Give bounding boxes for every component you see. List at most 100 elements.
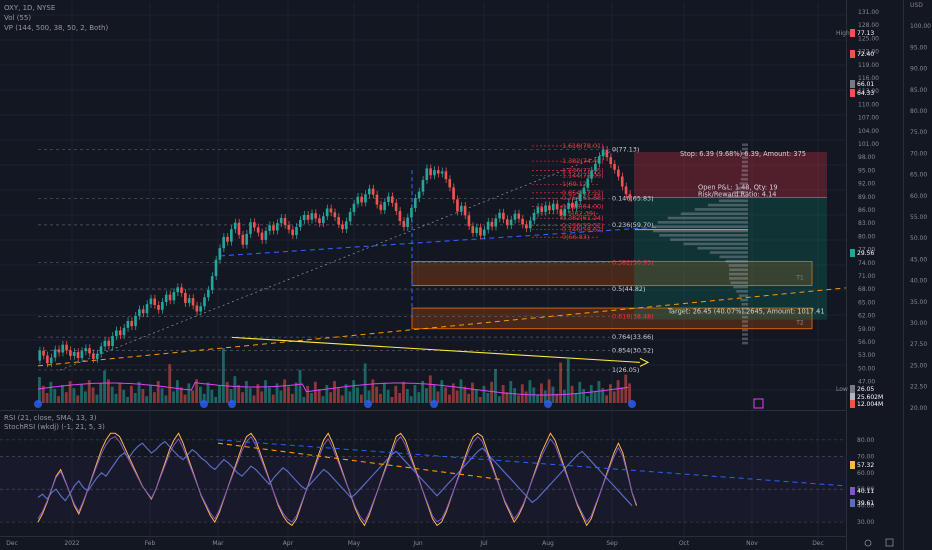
pct-axis-label: 122.00 — [858, 49, 879, 56]
pct-axis-label: 89.00 — [858, 194, 875, 201]
volume-bar — [421, 381, 425, 403]
candle-body — [563, 208, 567, 216]
candle-body — [452, 187, 455, 200]
candle-body — [597, 156, 601, 164]
volume-bar — [363, 363, 367, 403]
volume-bar — [605, 395, 609, 403]
volume-profile-bar — [741, 315, 748, 319]
candle-body — [594, 163, 597, 171]
volume-bar — [440, 380, 444, 403]
candle-body — [306, 214, 310, 220]
volume-bar — [367, 390, 371, 403]
settings-icon — [864, 539, 872, 547]
price-axes[interactable]: 131.00 128.00 125.00 122.00 119.00 116.00 113.… — [846, 0, 932, 550]
candle-body — [145, 304, 149, 314]
volume-bar — [570, 385, 574, 403]
candle-body — [398, 211, 402, 221]
volume-bar — [474, 389, 478, 403]
volume-bar — [520, 384, 524, 403]
volume-bar — [160, 388, 164, 403]
volume-bar — [612, 391, 616, 403]
candles[interactable] — [38, 145, 632, 368]
volume-profile-bar — [725, 259, 748, 263]
blue-trendline — [219, 226, 661, 257]
candle-body — [241, 234, 245, 245]
event-markers[interactable] — [34, 398, 764, 409]
volume-bar — [448, 394, 451, 403]
volume-bar — [191, 390, 195, 403]
axis-tag-flag — [850, 249, 855, 257]
fib-label: 0.764(65.88) — [562, 194, 604, 202]
trendlines[interactable] — [37, 149, 932, 371]
candle-body — [176, 287, 179, 293]
candle-body — [57, 349, 61, 353]
pct-axis-label: 92.00 — [858, 181, 875, 188]
rsi-pane — [0, 432, 847, 527]
fib-label: 0.618(38.48) — [612, 312, 654, 320]
dividend-marker — [34, 400, 42, 408]
volume-bar — [244, 381, 248, 403]
volume-bar — [524, 391, 528, 403]
target-zones[interactable]: T1 T2 — [411, 261, 813, 330]
candle-body — [49, 357, 53, 364]
volume-legend[interactable]: Vol (55) — [4, 14, 32, 22]
rsi-legend[interactable]: RSI (21, close, SMA, 13, 3) — [4, 414, 97, 422]
pct-axis-label: 50.00 — [858, 365, 875, 372]
candle-body — [168, 294, 172, 301]
candle-body — [53, 349, 57, 358]
volume-bar — [348, 391, 352, 403]
volume-bar — [271, 394, 275, 403]
volume-profile-bar — [741, 320, 748, 323]
target-label: Target: 26.45 (40.07%) 2645, Amount: 101… — [667, 308, 825, 316]
candle-body — [375, 194, 379, 205]
volume-bar — [233, 376, 237, 403]
volume-bar — [494, 369, 497, 403]
candle-body — [624, 186, 628, 195]
volume-bar — [252, 395, 256, 403]
candle-body — [502, 212, 505, 220]
candle-body — [360, 196, 363, 203]
volume-profile-legend[interactable]: VP (144, 500, 38, 50, 2, Both) — [4, 24, 109, 32]
volume-bar — [467, 393, 471, 403]
rsi-axis-tag-value: 57.32 — [857, 462, 874, 469]
volume-bar — [237, 385, 241, 403]
stoch-rsi-legend[interactable]: StochRSI (wkdj) (-1, 21, 5, 3) — [4, 423, 105, 431]
usd-axis-label: 35.00 — [910, 299, 927, 306]
volume-profile-bar — [657, 221, 748, 224]
candle-body — [628, 194, 632, 198]
volume-bar — [60, 385, 64, 403]
rsi-axis-label: 50.00 — [857, 486, 874, 493]
rsi-axis-tag-value: 40.11 — [857, 488, 874, 495]
candle-body — [76, 352, 80, 359]
axis-tag-value: 12.004M — [857, 401, 883, 408]
volume-bar — [41, 385, 45, 403]
candle-body — [605, 149, 609, 158]
axis-tag-value: 64.33 — [857, 90, 874, 97]
candle-body — [463, 205, 467, 216]
volume-bar — [451, 383, 455, 403]
volume-bar — [394, 385, 398, 403]
volume-profile-bar — [697, 246, 748, 250]
candle-body — [126, 320, 130, 328]
position-tool[interactable]: Stop: 6.39 (9.68%) 6.39, Amount: 375 Open… — [634, 150, 827, 320]
volume-bar — [405, 389, 409, 403]
volume-bar — [210, 389, 214, 403]
candle-body — [590, 170, 593, 179]
pct-axis-label: 65.00 — [858, 299, 875, 306]
candle-body — [318, 218, 321, 224]
volume-bar — [459, 379, 463, 403]
volume-bar — [578, 381, 582, 403]
time-axis[interactable]: Dec 2022 Feb Mar Apr May Jun Jul Aug Sep Oct Nov Dec — [0, 536, 894, 548]
volume-profile-bar — [737, 186, 748, 190]
candle-body — [613, 164, 616, 170]
axis-tag-caption: Low — [836, 386, 848, 393]
time-axis-label: Sep — [606, 540, 618, 547]
stoch-trendline — [217, 442, 501, 480]
volume-bar — [471, 382, 474, 403]
volume-bar — [72, 388, 76, 403]
volume-bar — [310, 393, 313, 403]
usd-axis-label: 55.00 — [910, 214, 927, 221]
candle-body — [348, 211, 352, 222]
symbol-legend[interactable]: OXY, 1D, NYSE — [4, 4, 56, 12]
